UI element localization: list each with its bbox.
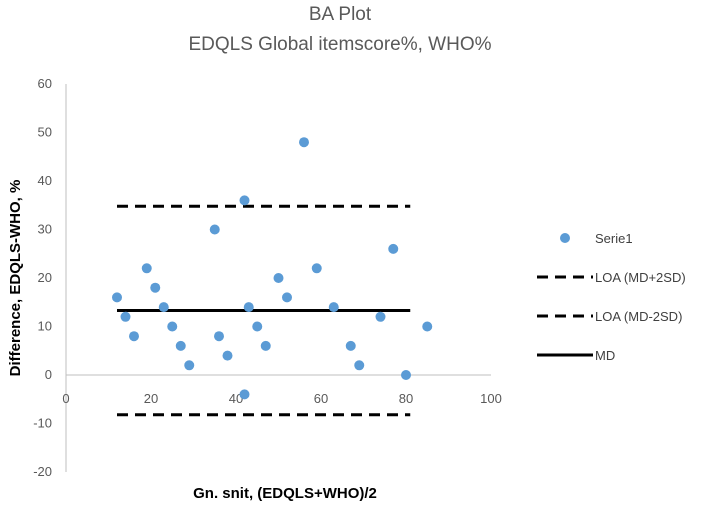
data-point [252,321,263,332]
x-tick-label: 0 [62,391,69,406]
data-point [273,273,284,283]
y-tick-label: -10 [33,416,52,431]
legend-marker-circle [560,233,570,243]
data-point [422,321,433,332]
x-tick-label: 100 [480,391,502,406]
y-tick-label: 30 [38,222,52,237]
data-point [167,321,178,332]
data-points [112,137,433,400]
data-point [222,350,233,361]
legend-label: Serie1 [595,231,633,246]
x-tick-label: 20 [144,391,158,406]
data-point [239,389,250,400]
y-tick-labels: -20 -10 0 10 20 30 40 50 60 [33,76,52,479]
data-point [345,340,356,351]
legend-label: MD [595,348,615,363]
data-point [175,340,186,351]
data-point [328,302,339,313]
data-point [401,370,411,380]
data-point [239,195,250,206]
data-point [120,311,131,322]
y-tick-label: 60 [38,76,52,91]
x-axis-title: Gn. snit, (EDQLS+WHO)/2 [193,485,377,502]
y-tick-label: 10 [38,319,52,334]
data-point [184,360,195,371]
y-tick-label: 20 [38,270,52,285]
y-tick-label: 40 [38,173,52,188]
legend-label: LOA (MD-2SD) [595,309,682,324]
data-point [375,311,386,322]
data-point [354,360,365,371]
x-tick-label: 80 [399,391,413,406]
data-point [150,282,161,293]
y-tick-label: -20 [33,464,52,479]
chart-title: BA Plot [309,4,372,25]
data-point [129,331,139,342]
legend-label: LOA (MD+2SD) [595,270,686,285]
data-point [112,292,122,303]
y-tick-label: 50 [38,125,52,140]
y-tick-label: 0 [45,367,52,382]
data-point [214,331,224,342]
x-tick-labels: 0 20 40 60 80 100 [62,391,501,406]
data-point [311,263,322,274]
data-point [158,302,169,313]
legend: Serie1 LOA (MD+2SD) LOA (MD-2SD) MD [537,231,686,363]
y-axis-title: Difference, EDQLS-WHO, % [7,180,24,377]
data-point [243,302,254,313]
data-point [260,340,271,351]
data-point [141,263,152,274]
data-point [282,292,292,303]
data-point [209,224,220,235]
x-tick-label: 60 [314,391,328,406]
data-point [388,243,399,254]
data-point [299,137,309,148]
chart-subtitle: EDQLS Global itemscore%, WHO% [188,34,491,55]
